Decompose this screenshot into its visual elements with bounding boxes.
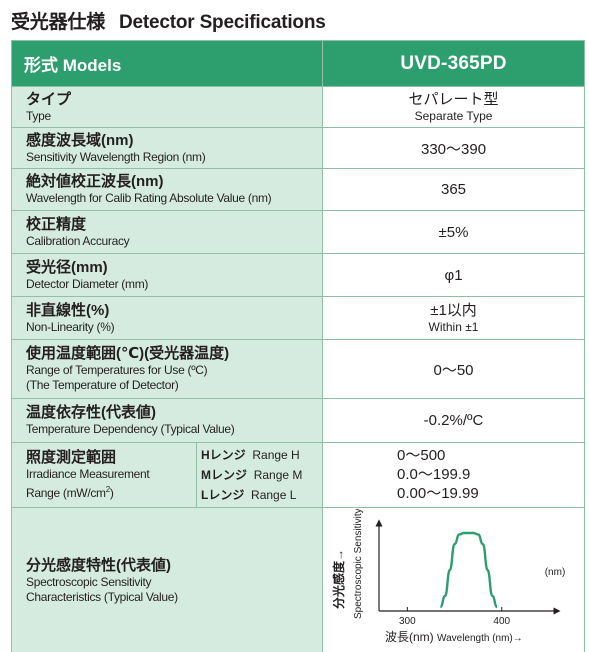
spectral-chart-cell: 300 400 (nm) 波長(nm) Wavelength (nm)→ 分光感度→ Sp… xyxy=(322,507,586,652)
irradiance-unit-end: ) xyxy=(109,486,114,500)
row-label-ja: 使用温度範囲(℃)(受光器温度) xyxy=(26,345,230,362)
table-row: タイプ Type セパレート型 Separate Type xyxy=(10,86,586,128)
irradiance-unit-text: Range (mW/cm xyxy=(26,486,106,500)
row-label-en-line2: (The Temperature of Detector) xyxy=(26,378,179,392)
table-row: 感度波長域(nm) Sensitivity Wavelength Region … xyxy=(10,127,586,169)
y-axis-label-ja: 分光感度→ xyxy=(331,548,346,608)
page-title-en: Detector Specifications xyxy=(119,12,326,33)
x-axis-label: 波長(nm) Wavelength (nm)→ xyxy=(385,630,523,644)
table-row: 受光径(mm) Detector Diameter (mm) φ1 xyxy=(10,253,586,297)
row-label-spectral-characteristics: 分光感度特性(代表値) Spectroscopic Sensitivity Ch… xyxy=(10,507,324,652)
row-label-en: Detector Diameter (mm) xyxy=(26,276,149,291)
range-key-en: Range H xyxy=(252,448,300,462)
range-key-ja: レンジ xyxy=(211,468,248,482)
irradiance-unit-sup: 2 xyxy=(105,485,110,494)
row-value-sub: Separate Type xyxy=(414,109,493,123)
row-label-en: Sensitivity Wavelength Region (nm) xyxy=(26,149,206,164)
row-label-en: Irradiance Measurement xyxy=(26,467,150,481)
row-value-temperature-dependency: -0.2%/ºC xyxy=(322,398,586,443)
range-key-en: Range L xyxy=(251,488,297,502)
row-label-non-linearity: 非直線性(%) Non-Linearity (%) xyxy=(10,296,324,340)
page-title-ja: 受光器仕様 xyxy=(11,12,106,33)
row-label-ja: 非直線性(%) xyxy=(26,301,110,319)
range-key: H xyxy=(201,448,210,462)
range-key: M xyxy=(201,468,211,482)
row-label-sensitivity-wavelength: 感度波長域(nm) Sensitivity Wavelength Region … xyxy=(10,127,324,169)
row-value-main: セパレート型 xyxy=(408,91,499,108)
spec-table: 形式 Models UVD-365PD タイプ Type セパレート型 Sepa… xyxy=(10,40,586,652)
x-axis-label-en: Wavelength (nm)→ xyxy=(437,633,523,644)
row-value-main: ±1以内 xyxy=(430,302,477,319)
x-tick-label: 400 xyxy=(493,616,510,627)
row-value-type: セパレート型 Separate Type xyxy=(322,86,586,128)
row-value-calib-wavelength: 365 xyxy=(322,168,586,211)
header-model-name: UVD-365PD xyxy=(322,40,586,87)
row-label-en: Non-Linearity (%) xyxy=(26,319,115,334)
row-label-en: Calibration Accuracy xyxy=(26,233,130,248)
table-row: 絶対値校正波長(nm) Wavelength for Calib Rating … xyxy=(10,168,586,211)
range-value-h: 0〜500 xyxy=(322,442,586,465)
range-label-h: Hレンジ Range H xyxy=(195,442,324,465)
table-row: 校正精度 Calibration Accuracy ±5% xyxy=(10,210,586,254)
row-label-calib-wavelength: 絶対値校正波長(nm) Wavelength for Calib Rating … xyxy=(10,168,324,211)
row-value-detector-diameter: φ1 xyxy=(322,253,586,297)
row-label-en-line2: Range (mW/cm2) xyxy=(26,482,190,501)
table-row: 照度測定範囲 Irradiance Measurement Range (mW/… xyxy=(11,442,586,508)
row-label-en: Temperature Dependency (Typical Value) xyxy=(26,422,235,436)
header-models-label: 形式 Models xyxy=(10,40,324,87)
row-label-type: タイプ Type xyxy=(10,86,324,128)
range-value-l: 0.00〜19.99 xyxy=(322,485,586,508)
x-axis-label-ja: 波長(nm) xyxy=(385,630,437,644)
row-value-calibration-accuracy: ±5% xyxy=(322,210,586,254)
row-value-non-linearity: ±1以内 Within ±1 xyxy=(322,296,586,340)
row-label-en: Range of Temperatures for Use (ºC) xyxy=(26,363,208,377)
row-value-temperature-range: 0〜50 xyxy=(322,339,586,399)
row-label-en: Type xyxy=(26,108,51,123)
row-label-irradiance-range: 照度測定範囲 Irradiance Measurement Range (mW/… xyxy=(11,442,197,508)
row-label-ja: 校正精度 xyxy=(26,215,87,233)
spectral-chart: 300 400 (nm) 波長(nm) Wavelength (nm)→ 分光感度→ Sp… xyxy=(331,509,566,644)
table-row: 温度依存性(代表値) Temperature Dependency (Typic… xyxy=(10,398,586,443)
row-label-ja: 絶対値校正波長(nm) xyxy=(26,173,164,190)
x-tick-label: 300 xyxy=(399,616,416,627)
row-label-en: Wavelength for Calib Rating Absolute Val… xyxy=(26,191,272,205)
range-key-ja: レンジ xyxy=(208,488,245,502)
row-value-sensitivity-wavelength: 330〜390 xyxy=(322,127,586,169)
row-label-ja: タイプ xyxy=(26,90,72,108)
row-label-en: Spectroscopic Sensitivity xyxy=(26,574,152,589)
range-key: L xyxy=(201,488,209,502)
range-key-en: Range M xyxy=(253,468,303,482)
table-row: Mレンジ Range M 0.0〜199.9 xyxy=(12,465,586,485)
table-row: 分光感度特性(代表値) Spectroscopic Sensitivity Ch… xyxy=(10,507,586,652)
page-title: 受光器仕様 Detector Specifications xyxy=(11,7,326,34)
row-label-ja: 温度依存性(代表値) xyxy=(26,404,156,421)
range-label-l: Lレンジ Range L xyxy=(195,485,324,508)
row-label-ja: 受光径(mm) xyxy=(26,258,108,276)
table-row: 非直線性(%) Non-Linearity (%) ±1以内 Within ±1 xyxy=(10,296,586,340)
row-value-sub: Within ±1 xyxy=(428,320,479,334)
y-axis-label-en: Spectroscopic Sensitivity xyxy=(353,509,364,619)
row-label-ja: 照度測定範囲 xyxy=(26,449,117,466)
table-row: 使用温度範囲(℃)(受光器温度) Range of Temperatures f… xyxy=(10,339,586,399)
row-label-en-line2: Characteristics (Typical Value) xyxy=(26,589,178,604)
table-header-row: 形式 Models UVD-365PD xyxy=(10,40,586,87)
table-row: Lレンジ Range L 0.00〜19.99 xyxy=(12,485,586,508)
range-key-ja: レンジ xyxy=(209,448,246,462)
row-label-temperature-range: 使用温度範囲(℃)(受光器温度) Range of Temperatures f… xyxy=(10,339,324,399)
row-label-ja: 分光感度特性(代表値) xyxy=(26,556,171,574)
range-value-m: 0.0〜199.9 xyxy=(322,465,586,485)
row-label-ja: 感度波長域(nm) xyxy=(26,131,134,149)
row-label-detector-diameter: 受光径(mm) Detector Diameter (mm) xyxy=(10,253,324,297)
row-label-calibration-accuracy: 校正精度 Calibration Accuracy xyxy=(10,210,324,254)
range-label-m: Mレンジ Range M xyxy=(195,465,324,485)
row-label-temperature-dependency: 温度依存性(代表値) Temperature Dependency (Typic… xyxy=(10,398,324,443)
spectral-curve-series-0 xyxy=(439,531,498,608)
x-unit-label: (nm) xyxy=(545,567,566,578)
